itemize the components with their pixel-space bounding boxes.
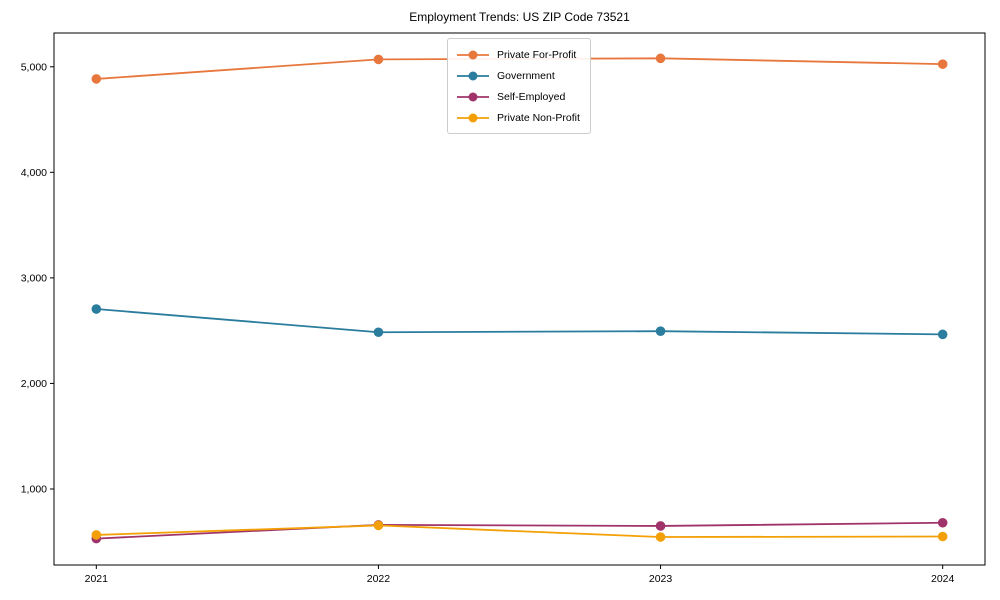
data-point-marker	[937, 59, 948, 69]
data-point-marker	[91, 74, 102, 84]
data-point-marker	[937, 531, 948, 542]
data-point-marker	[655, 53, 666, 64]
y-tick-label: 3,000	[21, 272, 47, 284]
legend-label: Private For-Profit	[497, 48, 577, 61]
data-point-marker	[655, 521, 666, 531]
y-tick-label: 5,000	[21, 61, 47, 73]
x-tick-label: 2022	[367, 573, 391, 585]
legend-item: Private Non-Profit	[456, 107, 580, 128]
legend: Private For-Profit Government Self-Employe…	[447, 38, 591, 134]
x-tick-label: 2021	[85, 573, 109, 585]
data-point-marker	[373, 520, 384, 531]
legend-label: Government	[497, 69, 555, 82]
data-point-marker	[655, 532, 666, 542]
legend-line-marker-icon	[457, 92, 489, 101]
y-tick-label: 4,000	[21, 167, 47, 179]
y-tick-label: 2,000	[21, 378, 47, 390]
data-point-marker	[373, 54, 384, 65]
legend-line-marker-icon	[457, 113, 489, 122]
legend-label: Private Non-Profit	[497, 111, 580, 124]
data-point-marker	[373, 327, 384, 338]
series-line-private-non-profit	[95, 524, 944, 538]
legend-item: Private For-Profit	[456, 44, 580, 65]
legend-item: Government	[456, 65, 580, 86]
x-tick-label: 2023	[649, 573, 673, 585]
chart-title: Employment Trends: US ZIP Code 73521	[409, 10, 630, 24]
data-point-marker	[91, 530, 102, 540]
data-point-marker	[91, 304, 102, 314]
series-line-self-employed	[95, 521, 944, 540]
series-line-government	[95, 308, 944, 336]
data-point-marker	[937, 517, 948, 528]
legend-item: Self-Employed	[456, 86, 580, 107]
x-tick-label: 2024	[931, 573, 955, 585]
plot-border	[53, 32, 986, 566]
y-tick-label: 1,000	[21, 484, 47, 496]
legend-label: Self-Employed	[497, 90, 566, 103]
legend-line-marker-icon	[457, 50, 489, 59]
legend-line-marker-icon	[457, 71, 489, 80]
data-point-marker	[655, 326, 666, 336]
data-point-marker	[937, 329, 948, 340]
